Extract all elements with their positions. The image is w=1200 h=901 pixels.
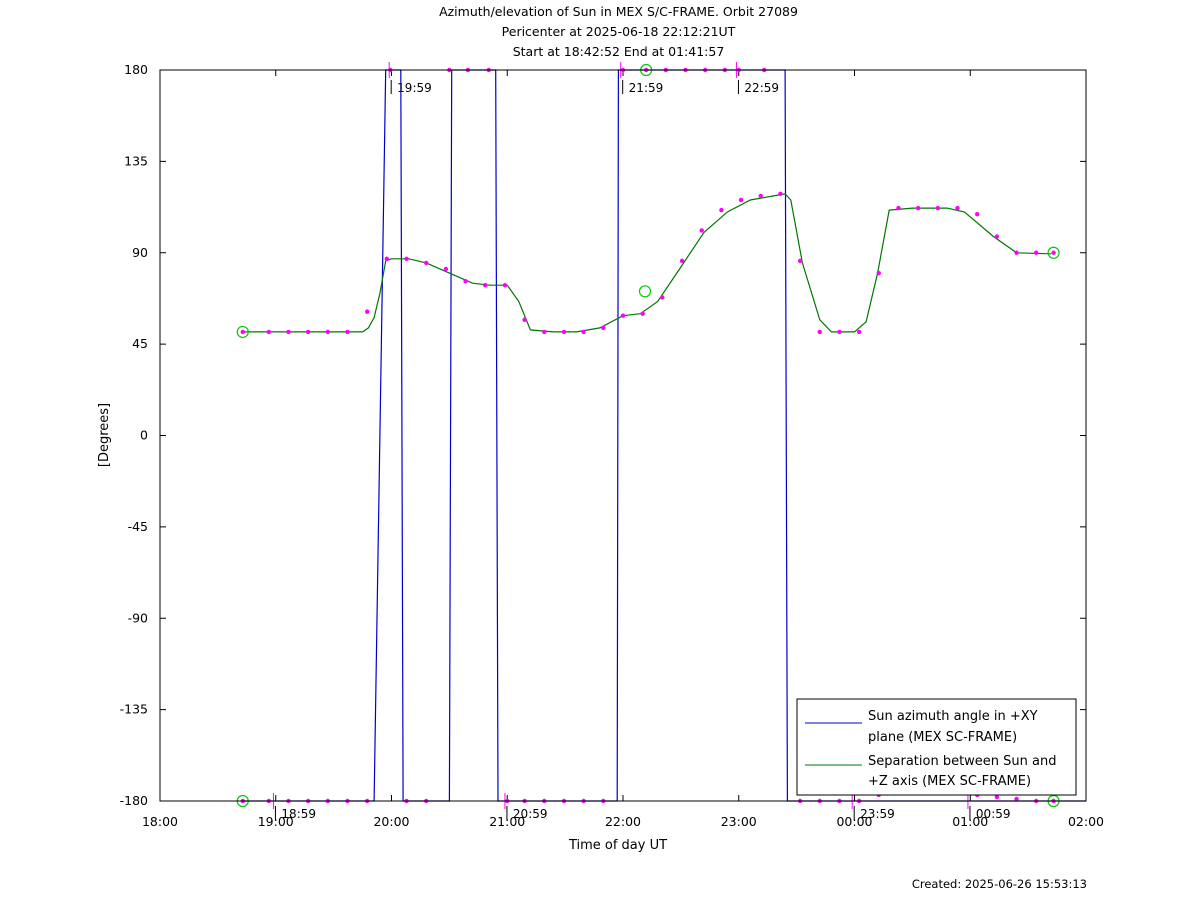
x-tick-label: 19:00 bbox=[258, 814, 294, 829]
x-tick-label: 22:00 bbox=[605, 814, 641, 829]
chart-title-line-1: Azimuth/elevation of Sun in MEX S/C-FRAM… bbox=[439, 4, 798, 19]
event-circle bbox=[638, 285, 652, 298]
marker-separation bbox=[797, 258, 803, 264]
x-tick-label: 01:00 bbox=[952, 814, 988, 829]
x-tick-label: 23:00 bbox=[721, 814, 757, 829]
chart-title-line-3: Start at 18:42:52 End at 01:41:57 bbox=[512, 44, 725, 59]
marker-separation bbox=[404, 256, 409, 262]
marker-separation bbox=[915, 205, 921, 211]
marker-separation bbox=[384, 256, 390, 262]
y-axis-label: [Degrees] bbox=[97, 403, 112, 467]
marker-separation bbox=[778, 191, 783, 197]
marker-separation bbox=[876, 270, 882, 276]
created-timestamp: Created: 2025-06-26 15:53:13 bbox=[911, 877, 1087, 891]
marker-separation bbox=[443, 266, 449, 272]
marker-separation bbox=[955, 205, 960, 211]
hour-label: 18:59 bbox=[281, 807, 316, 821]
y-tick-label: 180 bbox=[124, 62, 148, 77]
marker-separation bbox=[266, 329, 272, 335]
marker-separation bbox=[1014, 250, 1019, 255]
x-tick-label: 18:00 bbox=[142, 814, 178, 829]
x-tick-label: 00:00 bbox=[836, 814, 872, 829]
legend-label-separation-1: Separation between Sun and bbox=[868, 754, 1056, 769]
marker-separation bbox=[837, 329, 842, 335]
hour-label: 00:59 bbox=[976, 807, 1011, 821]
marker-separation bbox=[896, 205, 901, 211]
marker-azimuth-bottom bbox=[994, 794, 1000, 800]
marker-separation bbox=[856, 329, 862, 335]
x-tick-label: 02:00 bbox=[1068, 814, 1104, 829]
marker-separation bbox=[738, 197, 744, 203]
x-tick-label: 20:00 bbox=[373, 814, 409, 829]
marker-separation bbox=[994, 234, 1000, 239]
marker-separation bbox=[522, 317, 527, 322]
y-tick-label: -180 bbox=[120, 793, 148, 808]
chart-title-line-2: Pericenter at 2025-06-18 22:12:21UT bbox=[501, 24, 736, 39]
marker-separation bbox=[935, 205, 941, 211]
y-tick-label: -90 bbox=[128, 610, 148, 625]
y-tick-label: -45 bbox=[128, 519, 148, 534]
event-circle bbox=[236, 325, 249, 339]
series-line-separation bbox=[242, 193, 1052, 333]
y-tick-label: 0 bbox=[140, 428, 148, 443]
marker-separation bbox=[640, 311, 645, 316]
event-circle bbox=[1047, 246, 1060, 259]
marker-separation bbox=[620, 313, 626, 318]
marker-separation bbox=[240, 329, 245, 335]
marker-separation bbox=[601, 325, 606, 331]
y-tick-label: -135 bbox=[120, 702, 148, 717]
marker-separation bbox=[679, 258, 685, 264]
marker-separation bbox=[325, 329, 331, 335]
marker-azimuth-bottom bbox=[1014, 796, 1019, 802]
marker-separation bbox=[561, 329, 567, 335]
marker-separation bbox=[699, 228, 704, 233]
marker-separation bbox=[817, 329, 822, 335]
plot-frame bbox=[159, 69, 1087, 802]
marker-separation bbox=[660, 295, 665, 300]
y-tick-label: 90 bbox=[132, 245, 148, 260]
hour-label: 23:59 bbox=[860, 807, 895, 821]
marker-separation bbox=[286, 329, 291, 335]
marker-separation bbox=[1051, 250, 1056, 255]
hour-label: 20:59 bbox=[513, 807, 548, 821]
marker-separation bbox=[719, 207, 724, 213]
marker-separation bbox=[1034, 250, 1039, 255]
legend-label-separation-2: +Z axis (MEX SC-FRAME) bbox=[868, 774, 1031, 789]
hour-label: 21:59 bbox=[629, 81, 664, 95]
marker-separation bbox=[345, 329, 350, 335]
marker-separation bbox=[502, 283, 508, 288]
legend-box bbox=[796, 698, 1077, 796]
marker-separation bbox=[364, 309, 370, 314]
series-line-azimuth bbox=[242, 69, 1086, 802]
marker-separation bbox=[581, 329, 586, 335]
marker-separation bbox=[424, 260, 429, 266]
marker-separation bbox=[974, 211, 980, 217]
x-axis-label: Time of day UT bbox=[568, 838, 667, 853]
hour-label: 19:59 bbox=[397, 81, 432, 95]
legend: Sun azimuth angle in +XY plane (MEX SC-F… bbox=[796, 698, 1077, 796]
hour-label: 22:59 bbox=[744, 81, 779, 95]
y-tick-label: 135 bbox=[124, 153, 148, 168]
x-tick-label: 21:00 bbox=[489, 814, 525, 829]
marker-separation bbox=[542, 329, 547, 335]
legend-label-azimuth-1: Sun azimuth angle in +XY bbox=[868, 709, 1038, 724]
marker-separation bbox=[758, 193, 763, 199]
marker-separation bbox=[483, 283, 488, 288]
legend-label-azimuth-2: plane (MEX SC-FRAME) bbox=[868, 730, 1017, 745]
marker-separation bbox=[463, 278, 468, 284]
marker-separation bbox=[305, 329, 311, 335]
y-tick-label: 45 bbox=[132, 336, 148, 351]
